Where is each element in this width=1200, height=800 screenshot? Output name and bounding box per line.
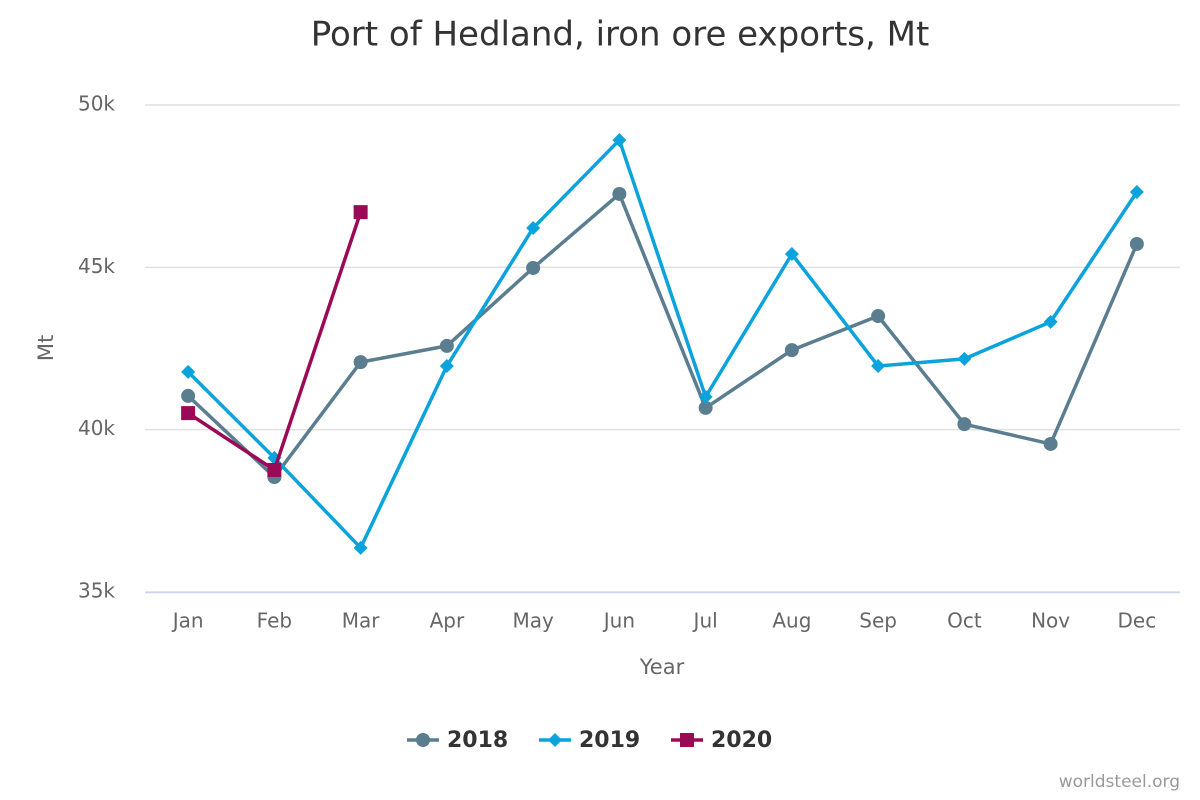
x-tick-label: Dec xyxy=(1118,609,1157,633)
legend-label: 2018 xyxy=(447,728,508,753)
y-tick-label: 45k xyxy=(78,254,115,278)
marker xyxy=(612,133,627,148)
x-tick-label: Oct xyxy=(947,609,982,633)
y-axis-label: Mt xyxy=(34,335,58,361)
x-tick-label: Jun xyxy=(602,609,635,633)
marker xyxy=(698,400,713,415)
marker xyxy=(957,351,972,366)
marker xyxy=(353,540,368,555)
x-axis-label: Year xyxy=(639,655,685,679)
x-tick-label: Apr xyxy=(430,609,465,633)
marker xyxy=(680,733,694,747)
x-tick-label: Feb xyxy=(257,609,292,633)
marker xyxy=(1043,314,1058,329)
series-line xyxy=(186,192,1139,479)
marker xyxy=(871,359,886,374)
marker xyxy=(784,247,799,262)
y-tick-label: 35k xyxy=(78,579,115,603)
marker xyxy=(267,462,282,477)
marker xyxy=(353,355,368,370)
marker xyxy=(526,260,541,275)
legend-label: 2019 xyxy=(579,728,640,753)
x-tick-label: Jul xyxy=(692,609,718,633)
series-line xyxy=(186,138,1139,550)
marker xyxy=(181,406,196,421)
marker xyxy=(526,221,541,236)
marker xyxy=(416,733,430,747)
marker xyxy=(548,733,562,747)
x-tick-label: Jan xyxy=(171,609,204,633)
x-tick-label: Aug xyxy=(772,609,811,633)
marker xyxy=(181,388,196,403)
y-tick-label: 50k xyxy=(78,92,115,116)
y-tick-label: 40k xyxy=(78,416,115,440)
marker xyxy=(612,186,627,201)
marker xyxy=(957,417,972,432)
x-tick-label: May xyxy=(512,609,554,633)
marker xyxy=(784,343,799,358)
marker xyxy=(1043,436,1058,451)
x-tick-label: Nov xyxy=(1031,609,1070,633)
legend-label: 2020 xyxy=(711,728,772,753)
marker xyxy=(439,359,454,374)
series-line xyxy=(187,211,363,472)
chart-title: Port of Hedland, iron ore exports, Mt xyxy=(311,15,930,55)
marker xyxy=(698,389,713,404)
credit: worldsteel.org xyxy=(1059,772,1180,792)
marker xyxy=(1129,236,1144,251)
x-tick-label: Mar xyxy=(342,609,381,633)
x-tick-label: Sep xyxy=(859,609,897,633)
marker xyxy=(871,309,886,324)
marker xyxy=(353,205,368,220)
marker xyxy=(181,364,196,379)
marker xyxy=(1129,185,1144,200)
marker xyxy=(439,338,454,353)
